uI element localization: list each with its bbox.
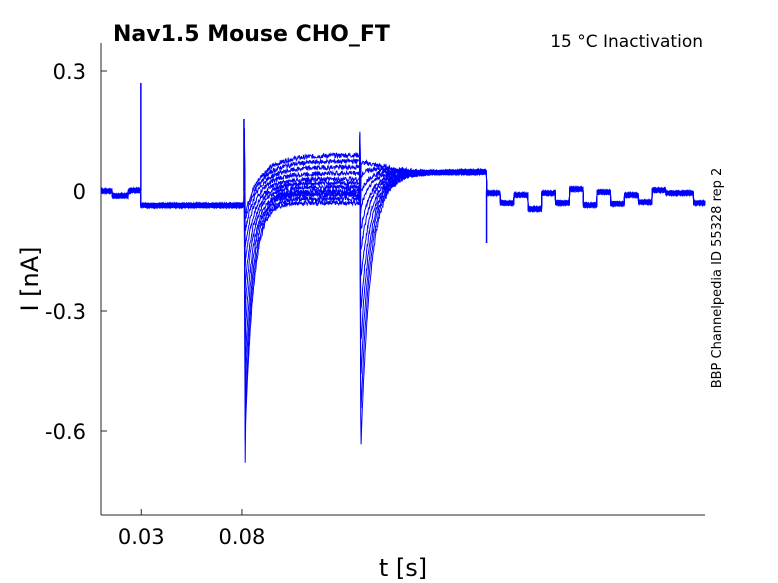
y-tick-label: -0.6: [45, 420, 86, 444]
side-label: BBP Channelpedia ID 55328 rep 2: [710, 168, 725, 389]
sweep-line: [100, 156, 706, 349]
x-tick-label: 0.03: [118, 525, 165, 549]
axes: [100, 43, 705, 516]
y-axis-label: I [nA]: [16, 246, 44, 311]
tick-group: 0.03 0.08 0.3 0 -0.3 -0.6: [45, 60, 265, 549]
x-axis-label: t [s]: [379, 554, 427, 582]
y-tick-label: 0: [73, 180, 86, 204]
sweep-line: [100, 167, 706, 463]
sweep-line: [100, 168, 706, 442]
sweep-line: [100, 145, 706, 289]
sweep-line: [100, 131, 706, 232]
y-tick-label: -0.3: [45, 300, 86, 324]
x-tick-label: 0.08: [219, 525, 266, 549]
chart-subtitle: 15 °C Inactivation: [550, 32, 703, 52]
sweep-line: [100, 136, 706, 248]
sweep-line: [100, 158, 706, 378]
y-tick-label: 0.3: [53, 60, 86, 84]
chart-title: Nav1.5 Mouse CHO_FT: [113, 22, 390, 47]
trace-group: [100, 83, 706, 463]
